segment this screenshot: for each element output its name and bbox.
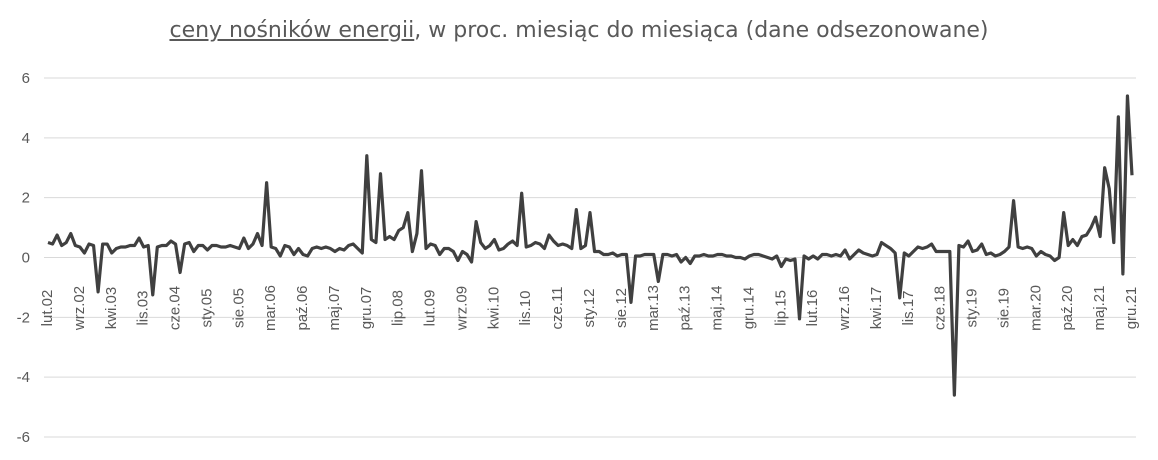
x-tick-label: lut.16 (804, 290, 821, 327)
x-tick-label: cze.04 (167, 286, 184, 330)
x-tick-label: paź.06 (294, 285, 311, 330)
x-tick-label: sie.05 (230, 288, 247, 328)
x-tick-label: gru.07 (358, 287, 375, 330)
x-tick-label: sie.19 (995, 288, 1012, 328)
x-tick-label: sie.12 (613, 288, 630, 328)
x-tick-label: lis.03 (135, 290, 152, 325)
x-tick-label: mar.20 (1027, 285, 1044, 331)
y-tick-label: -2 (17, 309, 30, 326)
x-tick-label: lis.17 (900, 290, 917, 325)
x-tick-label: wrz.09 (453, 286, 470, 331)
x-tick-label: wrz.02 (71, 286, 88, 331)
x-tick-label: wrz.16 (836, 286, 853, 331)
y-tick-label: 0 (22, 250, 30, 267)
chart-title: ceny nośników energii, w proc. miesiąc d… (0, 18, 1158, 43)
x-tick-label: lut.02 (39, 290, 56, 327)
x-tick-label: kwi.17 (868, 287, 885, 330)
x-tick-label: cze.11 (549, 286, 566, 329)
chart-title-rest: , w proc. miesiąc do miesiąca (dane odse… (414, 18, 989, 43)
x-tick-label: cze.18 (932, 286, 949, 330)
y-tick-label: 4 (22, 130, 30, 147)
x-tick-label: gru.14 (740, 287, 757, 330)
x-tick-label: kwi.10 (485, 287, 502, 330)
chart-title-underlined: ceny nośników energii (169, 18, 415, 43)
x-tick-label: maj.14 (709, 285, 726, 330)
x-tick-label: maj.07 (326, 285, 343, 330)
y-tick-label: 6 (22, 70, 30, 87)
x-tick-label: paź.20 (1059, 285, 1076, 330)
x-tick-label: mar.06 (262, 285, 279, 331)
x-tick-label: lip.08 (390, 290, 407, 326)
gridlines (44, 77, 1136, 438)
y-tick-label: 2 (22, 190, 30, 207)
x-tick-label: lip.15 (772, 290, 789, 326)
x-tick-label: maj.21 (1091, 285, 1108, 330)
x-tick-label: sty.05 (198, 289, 215, 328)
x-tick-label: kwi.03 (103, 287, 120, 330)
y-tick-label: -4 (17, 369, 30, 386)
x-tick-label: paź.13 (677, 285, 694, 330)
x-tick-label: lut.09 (422, 290, 439, 327)
y-axis-ticks: 6 4 2 0 -2 -4 -6 (17, 70, 30, 446)
series (47, 94, 1134, 397)
x-tick-label: mar.13 (645, 285, 662, 331)
x-axis-ticks: lut.02 wrz.02 kwi.03 lis.03 cze.04 sty.05 sie.… (39, 285, 1140, 331)
x-tick-label: lis.10 (517, 290, 534, 325)
y-tick-label: -6 (17, 429, 30, 446)
x-tick-label: gru.21 (1123, 287, 1140, 330)
x-tick-label: sty.12 (581, 289, 598, 328)
series-line (47, 94, 1134, 397)
x-tick-label: sty.19 (964, 289, 981, 328)
